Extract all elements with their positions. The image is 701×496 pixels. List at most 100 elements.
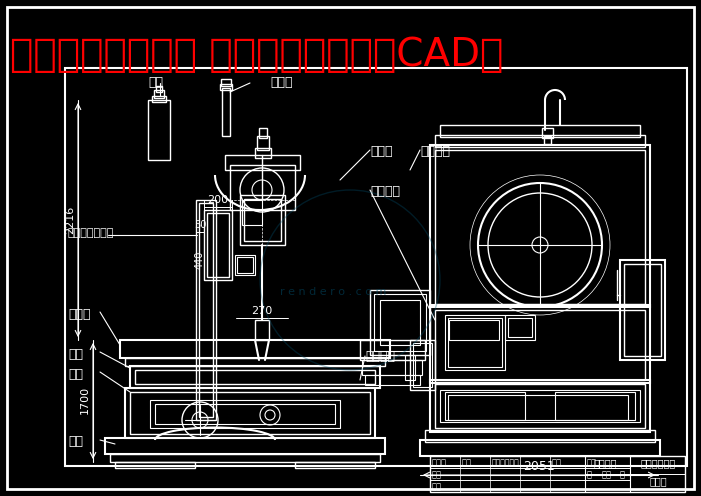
Text: 设计: 设计 xyxy=(432,470,442,479)
Text: 页: 页 xyxy=(620,470,625,479)
Text: 50: 50 xyxy=(193,220,206,230)
Bar xyxy=(125,358,385,366)
Bar xyxy=(440,390,640,422)
Bar xyxy=(624,264,661,356)
Text: 材料: 材料 xyxy=(552,458,562,467)
Text: 200: 200 xyxy=(207,195,229,205)
Bar xyxy=(125,388,375,438)
Text: 工艺: 工艺 xyxy=(432,482,442,491)
Bar xyxy=(65,68,687,466)
Bar xyxy=(221,79,231,86)
Text: 共: 共 xyxy=(587,470,592,479)
Text: 机座: 机座 xyxy=(68,435,83,448)
Bar xyxy=(449,320,499,340)
Text: 440: 440 xyxy=(195,251,205,269)
Text: 数控卧式镗铣床自 动换刀装置的总体CAD装: 数控卧式镗铣床自 动换刀装置的总体CAD装 xyxy=(10,36,503,74)
Bar xyxy=(148,100,170,160)
Bar xyxy=(295,462,375,468)
Bar xyxy=(448,395,628,420)
Bar xyxy=(110,454,380,462)
Text: 工作台: 工作台 xyxy=(68,308,90,321)
Bar xyxy=(155,404,335,424)
Bar xyxy=(105,438,385,454)
Bar xyxy=(445,392,525,420)
Bar xyxy=(370,290,430,355)
Bar xyxy=(505,315,535,340)
Bar xyxy=(244,199,281,241)
Bar xyxy=(207,213,229,277)
Bar xyxy=(237,257,253,273)
Text: 1700: 1700 xyxy=(80,386,90,414)
Bar xyxy=(135,370,375,384)
Bar xyxy=(542,128,553,138)
Text: 主轴箱: 主轴箱 xyxy=(370,145,393,158)
Bar xyxy=(544,136,551,144)
Bar xyxy=(410,340,435,390)
Bar xyxy=(420,440,660,456)
Bar xyxy=(405,355,415,380)
Bar xyxy=(430,456,685,492)
Text: 精密丝杠: 精密丝杠 xyxy=(365,350,395,363)
Bar xyxy=(130,366,380,388)
Bar xyxy=(555,392,635,420)
Text: 刀库电机: 刀库电机 xyxy=(420,145,450,158)
Text: 刀库: 刀库 xyxy=(148,76,163,89)
Bar xyxy=(204,210,232,280)
Text: 数量规格型号: 数量规格型号 xyxy=(492,458,519,467)
Text: 机械手初始位置: 机械手初始位置 xyxy=(68,228,114,238)
Text: 机械手: 机械手 xyxy=(270,76,292,89)
Bar xyxy=(255,148,271,158)
Bar xyxy=(225,155,300,170)
Bar xyxy=(380,300,420,345)
Bar xyxy=(120,340,390,358)
Bar xyxy=(435,135,645,147)
Bar xyxy=(360,340,425,360)
Bar xyxy=(620,260,665,360)
Bar xyxy=(222,88,230,136)
Bar xyxy=(362,360,422,375)
Text: 标准化: 标准化 xyxy=(432,458,447,467)
Text: 2051: 2051 xyxy=(523,460,555,473)
Text: 材料名目: 材料名目 xyxy=(593,458,617,468)
Bar xyxy=(235,255,255,275)
Text: 自动换刀装置: 自动换刀装置 xyxy=(641,458,676,468)
Bar xyxy=(508,318,532,337)
Text: 页第: 页第 xyxy=(602,470,612,479)
Bar xyxy=(230,165,295,210)
Bar xyxy=(257,136,269,150)
Bar xyxy=(242,200,262,225)
Bar xyxy=(220,84,232,90)
Bar xyxy=(435,384,645,428)
Text: 2216: 2216 xyxy=(65,206,75,234)
Bar xyxy=(430,380,650,432)
Text: 控制面板: 控制面板 xyxy=(370,185,400,198)
Bar xyxy=(255,320,269,340)
Bar xyxy=(196,200,216,420)
Bar xyxy=(156,86,162,92)
Bar xyxy=(445,315,505,370)
Bar xyxy=(413,343,432,387)
Bar xyxy=(435,150,645,304)
Bar xyxy=(259,128,267,138)
Text: 床身: 床身 xyxy=(68,368,83,381)
Text: 描图: 描图 xyxy=(587,458,597,467)
Bar xyxy=(154,90,164,98)
Text: r e n d e r o . c o m: r e n d e r o . c o m xyxy=(280,287,386,297)
Bar xyxy=(435,310,645,380)
Text: 270: 270 xyxy=(252,306,273,316)
Bar xyxy=(152,96,166,102)
Text: 滑座: 滑座 xyxy=(68,348,83,361)
Bar xyxy=(115,462,195,468)
Text: 总体图: 总体图 xyxy=(649,476,667,486)
Text: 标记: 标记 xyxy=(462,458,472,467)
Bar xyxy=(448,318,502,367)
Bar xyxy=(365,375,420,385)
Bar xyxy=(440,125,640,137)
Bar xyxy=(240,195,285,245)
Bar xyxy=(130,392,370,434)
Bar xyxy=(430,305,650,383)
Bar xyxy=(374,294,426,351)
Bar xyxy=(150,400,340,428)
Bar xyxy=(199,203,213,417)
Bar xyxy=(425,430,655,442)
